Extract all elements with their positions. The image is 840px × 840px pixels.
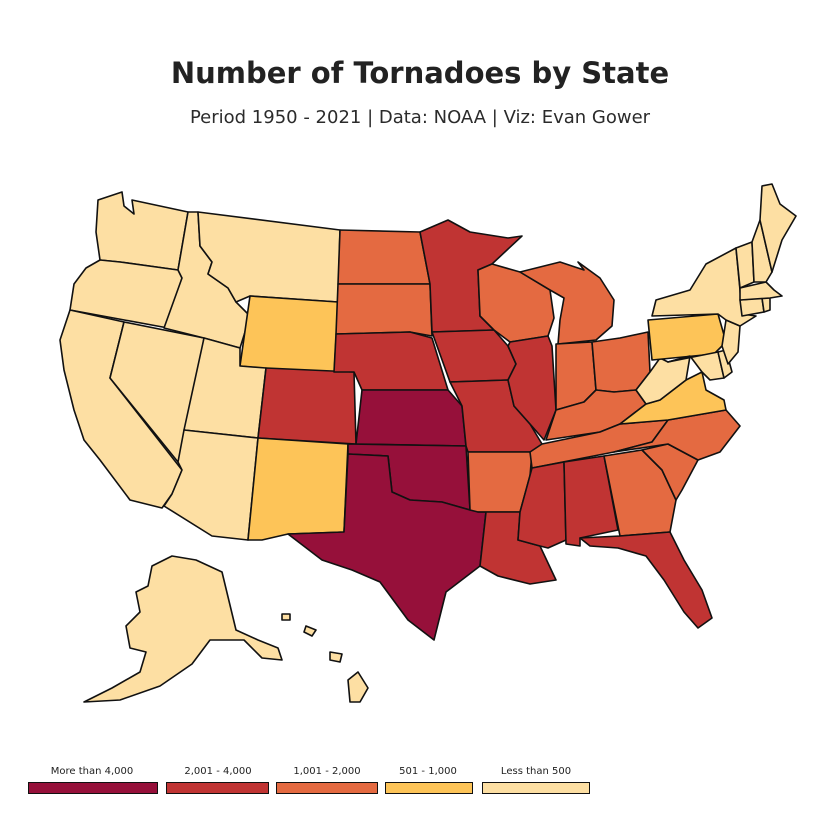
state-south-dakota[interactable] (335, 283, 433, 337)
map-title: Number of Tornadoes by State (170, 56, 670, 90)
state-michigan[interactable] (519, 261, 615, 345)
state-new-mexico[interactable] (247, 437, 349, 541)
hawaii-island-kauai (281, 613, 291, 621)
state-wisconsin[interactable] (477, 263, 555, 343)
state-colorado[interactable] (257, 367, 357, 445)
state-texas[interactable] (287, 453, 487, 641)
map-subtitle: Period 1950 - 2021 | Data: NOAA | Viz: E… (189, 107, 651, 128)
state-connecticut[interactable] (739, 297, 765, 317)
state-florida[interactable] (579, 531, 713, 629)
hawaii-island-maui (329, 651, 343, 663)
state-hawaii[interactable] (347, 671, 369, 703)
state-new-hampshire[interactable] (751, 219, 773, 283)
state-wyoming[interactable] (239, 295, 339, 377)
state-rhode-island[interactable] (761, 297, 771, 313)
state-washington[interactable] (95, 191, 189, 271)
state-north-dakota[interactable] (337, 229, 431, 285)
state-illinois[interactable] (507, 335, 557, 441)
state-kansas[interactable] (355, 389, 467, 447)
state-maine[interactable] (759, 183, 797, 273)
state-vermont[interactable] (735, 241, 755, 289)
hawaii-island-oahu (303, 625, 317, 637)
state-alaska[interactable] (83, 555, 283, 703)
